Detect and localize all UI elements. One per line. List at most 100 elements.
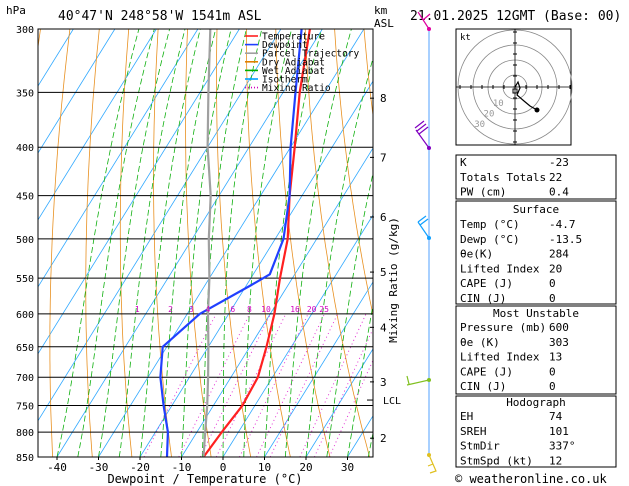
pressure-tick-label: 700 [16, 373, 34, 384]
mixing-ratio-line [239, 313, 309, 457]
temperature-tick-label: 30 [341, 461, 354, 474]
stat-label: Totals Totals [460, 171, 546, 184]
stat-value: 101 [549, 425, 569, 438]
dry-adiabat-line [216, 29, 252, 457]
credit-label: © weatheronline.co.uk [455, 472, 607, 486]
series-temperature [202, 29, 311, 457]
wet-adiabat-line [305, 56, 373, 457]
dry-adiabat-line [0, 29, 11, 457]
mixing-ratio-line [299, 313, 367, 457]
isotherm-line [222, 214, 373, 457]
stat-label: CIN (J) [460, 380, 506, 393]
temperature-tick-label: -20 [130, 461, 150, 474]
stat-label: θe(K) [460, 248, 493, 261]
mixing-ratio-label: 2 [168, 305, 173, 314]
km-tick-label: 5 [380, 266, 387, 279]
stat-value: -13.5 [549, 233, 582, 246]
wet-adiabat-line [98, 29, 170, 457]
mixing-ratio-line [313, 327, 373, 457]
isotherm-line [98, 29, 365, 457]
pressure-tick-label: 850 [16, 453, 34, 464]
pressure-tick-label: 600 [16, 310, 34, 321]
isotherm-line [38, 29, 74, 87]
stat-value: 12 [549, 454, 562, 467]
pressure-tick-label: 750 [16, 402, 34, 413]
stat-label: θe (K) [460, 336, 500, 349]
stat-value: 284 [549, 248, 569, 261]
stat-value: 337° [549, 440, 576, 453]
mixing-ratio-label: 8 [247, 305, 252, 314]
hodograph-trace [514, 80, 538, 111]
wet-adiabat-line [284, 29, 352, 457]
asl-label: ASL [374, 17, 394, 30]
temperature-tick-label: -40 [47, 461, 67, 474]
storm-motion-marker [512, 88, 518, 94]
pressure-tick-label: 500 [16, 235, 34, 246]
location-title: 40°47'N 248°58'W 1541m ASL [58, 9, 262, 24]
unstable-title: Most Unstable [493, 307, 579, 320]
km-tick-label: 3 [380, 376, 387, 389]
dry-adiabat-line [49, 29, 71, 457]
dry-adiabat-line [246, 29, 291, 457]
temperature-tick-label: -30 [89, 461, 109, 474]
mixing-ratio-label: 4 [205, 305, 210, 314]
stat-label: CAPE (J) [460, 365, 513, 378]
dry-adiabat-line [153, 29, 172, 457]
mixing-ratio-label: 1 [135, 305, 140, 314]
stat-value: 20 [549, 262, 562, 275]
km-tick-label: 6 [380, 211, 387, 224]
stat-value: 74 [549, 410, 563, 423]
surface-title: Surface [513, 203, 559, 216]
wind-barb [414, 120, 430, 149]
mixing-ratio-label: 6 [230, 305, 235, 314]
run-title: 21.01.2025 12GMT (Base: 00) [410, 9, 621, 24]
stats-hodograph-box [455, 395, 617, 468]
stat-value: -23 [549, 156, 569, 169]
hodograph-ring-label: 10 [493, 99, 504, 109]
pressure-tick-label: 550 [16, 274, 34, 285]
stats-surface-box [455, 200, 617, 305]
stat-label: StmDir [460, 440, 500, 453]
wet-adiabat-line [77, 29, 155, 457]
legend-label: Parcel Trajectory [262, 49, 360, 60]
mixing-ratio-label: 16 [290, 305, 300, 314]
mixing-ratio-line [269, 313, 339, 457]
stat-label: PW (cm) [460, 186, 506, 199]
temperature-tick-label: 0 [220, 461, 227, 474]
mixing-ratio-label: 3 [189, 305, 194, 314]
dry-adiabat-line [304, 29, 370, 457]
stat-label: StmSpd (kt) [460, 454, 533, 467]
km-label: km [374, 4, 388, 17]
pressure-tick-label: 400 [16, 143, 34, 154]
hodograph-title: Hodograph [506, 396, 566, 409]
stat-value: 0 [549, 277, 556, 290]
pressure-tick-label: 300 [16, 25, 34, 36]
pressure-tick-label: 800 [16, 428, 34, 439]
km-tick-label: 8 [380, 92, 387, 105]
mixing-ratio-axis-label: Mixing Ratio (g/kg) [387, 217, 400, 343]
wind-barb [417, 11, 431, 30]
lcl-label: LCL [383, 396, 401, 407]
isotherm-line [38, 29, 199, 288]
temperature-tick-label: -10 [172, 461, 192, 474]
wet-adiabat-line [139, 29, 201, 457]
wet-adiabat-line [118, 29, 186, 457]
stat-label: K [460, 156, 467, 169]
stat-value: 0 [549, 380, 556, 393]
hodograph-unit: kt [460, 33, 471, 43]
dry-adiabat-line [275, 29, 331, 457]
series-dewpoint [159, 29, 303, 457]
wet-adiabat-line [56, 29, 140, 457]
wet-adiabat-line [347, 302, 373, 457]
mixing-ratio-label: 10 [261, 305, 271, 314]
wet-adiabat-line [264, 29, 322, 457]
stat-label: Lifted Index [460, 262, 540, 275]
stat-label: CAPE (J) [460, 277, 513, 290]
mixing-ratio-label: 20 [307, 305, 317, 314]
stat-value: -4.7 [549, 218, 576, 231]
wet-adiabat-line [326, 171, 373, 457]
stat-value: 0.4 [549, 186, 569, 199]
wind-barb [417, 215, 430, 239]
stat-label: Pressure (mb) [460, 321, 546, 334]
